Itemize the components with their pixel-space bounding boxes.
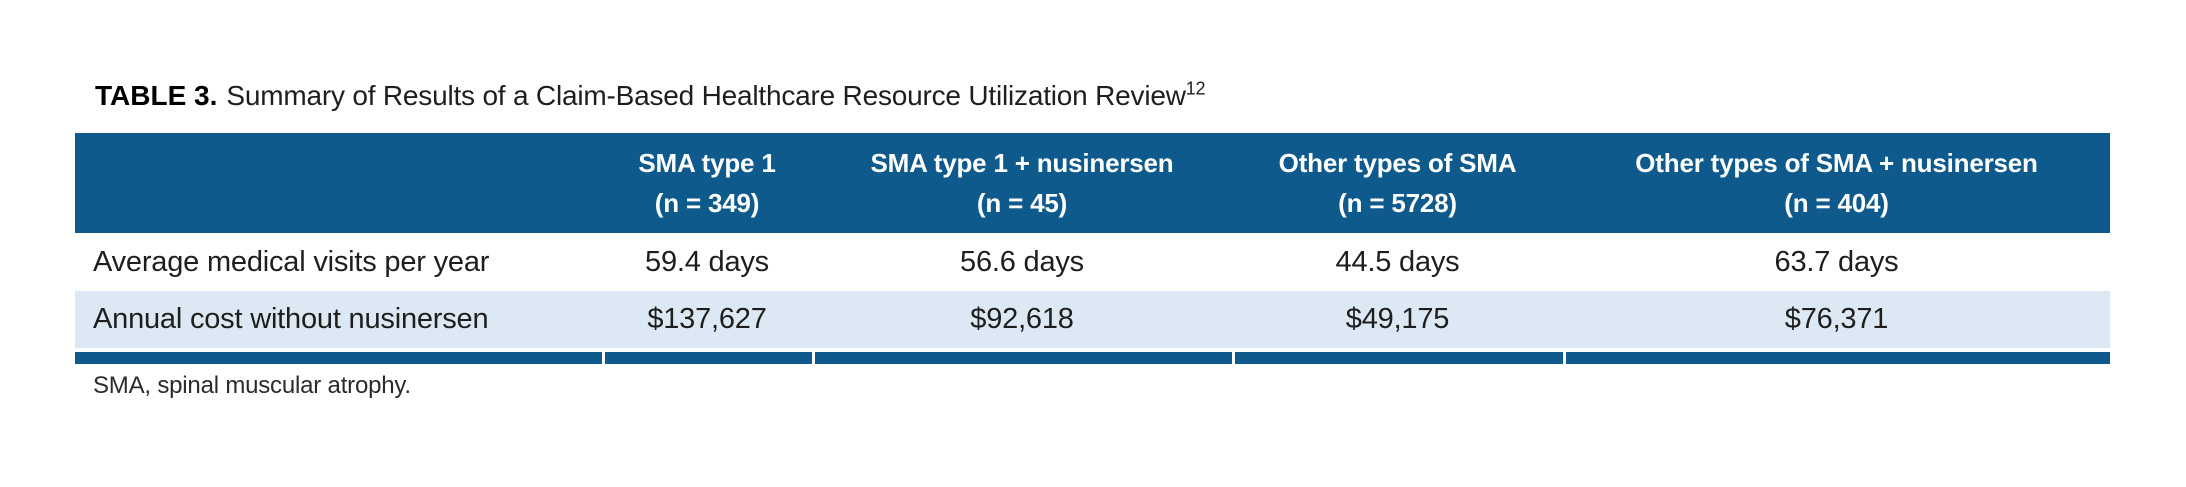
header-cell-sma-type-1-nusinersen: SMA type 1 + nusinersen (n = 45) <box>812 133 1232 233</box>
value-cell: 44.5 days <box>1335 245 1460 278</box>
row-label: Annual cost without nusinersen <box>93 303 489 335</box>
table-header-row: SMA type 1 (n = 349) SMA type 1 + nusine… <box>75 133 2110 233</box>
row-label: Average medical visits per year <box>93 245 490 278</box>
table-row: Average medical visits per year 59.4 day… <box>75 233 2110 291</box>
column-n: (n = 45) <box>976 188 1068 218</box>
table-title-text: Summary of Results of a Claim-Based Heal… <box>226 80 1186 111</box>
value-cell: $76,371 <box>1784 303 1889 335</box>
bottom-rule-segment <box>1232 352 1563 364</box>
bottom-rule-segment <box>602 352 812 364</box>
column-n: (n = 404) <box>1784 188 1889 218</box>
table-number: TABLE 3. <box>95 80 218 111</box>
column-n: (n = 5728) <box>1338 188 1457 218</box>
column-name: SMA type 1 + nusinersen <box>870 148 1174 178</box>
table-bottom-rule <box>75 352 2110 364</box>
value-cell: $92,618 <box>970 303 1074 335</box>
bottom-rule-segment <box>75 352 602 364</box>
value-cell: $49,175 <box>1345 303 1450 335</box>
table-row: Annual cost without nusinersen $137,627 … <box>75 291 2110 348</box>
value-cell: $137,627 <box>647 303 767 335</box>
header-cell-other-sma: Other types of SMA (n = 5728) <box>1232 133 1563 233</box>
value-cell: 56.6 days <box>960 245 1084 278</box>
value-cell: 63.7 days <box>1774 245 1899 278</box>
citation-superscript: 12 <box>1185 78 1206 99</box>
header-cell-sma-type-1: SMA type 1 (n = 349) <box>602 133 812 233</box>
table-footnote: SMA, spinal muscular atrophy. <box>93 372 411 399</box>
table-title: TABLE 3. Summary of Results of a Claim-Ba… <box>95 78 1206 114</box>
column-n: (n = 349) <box>654 188 760 218</box>
bottom-rule-segment <box>812 352 1232 364</box>
header-cell-empty <box>75 133 602 233</box>
summary-table: SMA type 1 (n = 349) SMA type 1 + nusine… <box>75 133 2110 364</box>
column-name: SMA type 1 <box>638 148 776 178</box>
bottom-rule-segment <box>1563 352 2110 364</box>
header-cell-other-sma-nusinersen: Other types of SMA + nusinersen (n = 404… <box>1563 133 2110 233</box>
column-name: Other types of SMA <box>1278 148 1517 178</box>
value-cell: 59.4 days <box>645 245 769 278</box>
column-name: Other types of SMA + nusinersen <box>1635 148 2038 178</box>
